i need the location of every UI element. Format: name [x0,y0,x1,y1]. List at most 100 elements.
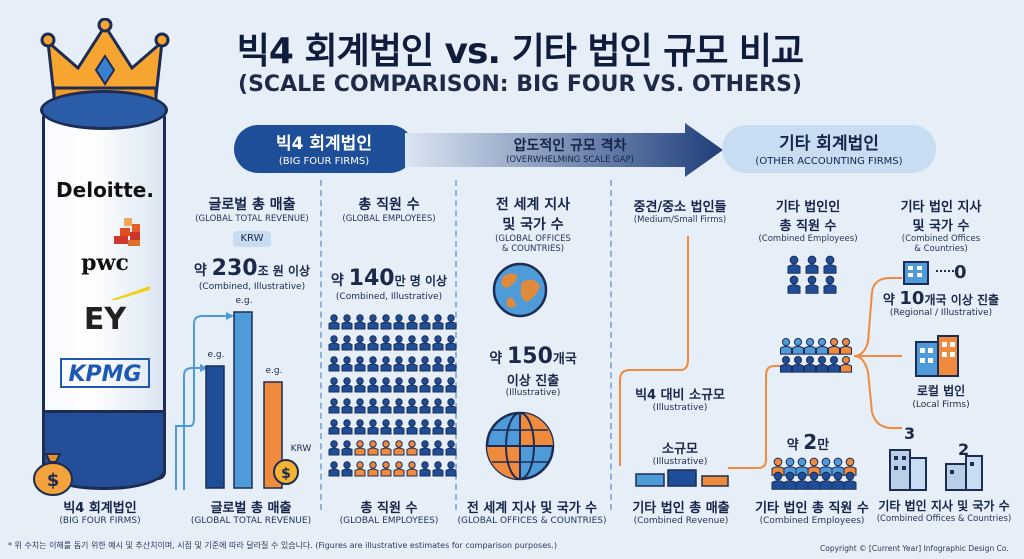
person-icon [341,461,353,477]
mid-firms-connectors [619,236,782,487]
currency-badge: KRW [233,231,271,247]
person-icon [328,314,340,330]
person-icon [432,419,444,435]
person-icon [393,377,405,393]
bottom-label-employees: 총 직원 수 (GLOBAL EMPLOYEES) [339,501,439,526]
person-icon [432,440,444,456]
person-icon [445,461,457,477]
eg-label: e.g. [265,366,283,376]
dotted-line [936,270,954,272]
copyright: Copyright © [Current Year] Infographic D… [820,544,1009,553]
globe-icon [492,262,548,318]
person-icon [328,377,340,393]
person-icon [406,335,418,351]
reach-value: 약 10개국 이상 진출 [882,288,1000,309]
other-offices-header: 기타 법인 지사 및 국가 수 (Combined Offices & Coun… [900,200,982,254]
person-icon [432,398,444,414]
person-icon [419,377,431,393]
person-icon [380,377,392,393]
person-icon [432,314,444,330]
person-icon [328,356,340,372]
person-icon [380,356,392,372]
person-icon [445,377,457,393]
offices-header: 전 세계 지사 및 국가 수 (GLOBAL OFFICES & COUNTRI… [495,197,571,254]
offices-value: 약 150개국 [489,344,577,369]
bottom-label-revenue: 글로벌 총 매출 (GLOBAL TOTAL REVENUE) [190,501,312,526]
person-icon [393,461,405,477]
offices-note: (Illustrative) [505,388,561,398]
person-icon [328,335,340,351]
bottom-label-big-four: 빅4 회계법인 (BIG FOUR FIRMS) [59,501,141,526]
logo-pwc: pwc [81,250,129,276]
person-icon [354,419,366,435]
people-cluster-icon [780,337,852,373]
person-icon [367,314,379,330]
bottom-label-other-employees: 기타 법인 총 직원 수 (Combined Employees) [755,501,869,526]
person-icon [367,356,379,372]
person-icon [328,440,340,456]
person-icon [354,335,366,351]
person-icon [341,398,353,414]
revenue-bars: $ [175,311,299,490]
big-four-pillar: Deloitte. pwc EY KPMG [40,90,170,490]
svg-text:$: $ [47,470,60,491]
person-icon [380,461,392,477]
compare-label: 빅4 대비 소규모 [635,388,725,403]
person-icon [419,398,431,414]
person-icon [406,398,418,414]
person-icon [380,419,392,435]
person-icon [419,335,431,351]
zero-count: 0 [954,262,967,283]
person-icon [328,461,340,477]
bottom-label-other-revenue: 기타 법인 총 매출 (Combined Revenue) [632,501,730,526]
person-icon [380,335,392,351]
scale-gap-arrow [405,123,723,177]
person-icon [406,356,418,372]
person-icon [419,314,431,330]
person-icon [367,398,379,414]
eg-label: e.g. [235,296,253,306]
banner-big-four: 빅4 회계법인 (BIG FOUR FIRMS) [234,125,414,173]
person-icon [341,335,353,351]
person-icon [354,461,366,477]
person-icon [432,377,444,393]
divider [610,180,612,510]
ey-beam-icon [110,286,150,300]
person-icon [354,398,366,414]
person-icon [328,398,340,414]
office-building-icon [903,261,929,285]
person-icon [367,335,379,351]
person-icon [367,440,379,456]
bottom-label-offices: 전 세계 지사 및 국가 수 (GLOBAL OFFICES & COUNTRIE… [457,501,607,526]
revenue-value: 약 230조 원 이상 [193,256,311,281]
person-icon [445,440,457,456]
small-label: 소규모 [662,442,698,457]
person-icon [328,419,340,435]
person-icon [380,314,392,330]
person-icon [419,461,431,477]
person-icon [445,419,457,435]
person-icon [432,335,444,351]
person-icon [380,440,392,456]
svg-text:$: $ [281,466,291,482]
divider [320,180,322,510]
person-icon [393,440,405,456]
person-icon [406,440,418,456]
person-icon [354,377,366,393]
footnote: * 위 수치는 이해를 돕기 위한 예시 및 추산치이며, 시점 및 기준에 따… [8,541,557,550]
employees-note: (Combined, Illustrative) [335,292,443,302]
page-title: 빅4 회계법인 vs. 기타 법인 규모 비교 [236,31,804,72]
person-icon [380,398,392,414]
person-icon [341,314,353,330]
logo-ey: EY [83,302,127,337]
scale-gap-label: 압도적인 규모 격차 (OVERWHELMING SCALE GAP) [506,138,634,165]
person-icon [393,335,405,351]
person-icon [341,356,353,372]
person-icon [445,314,457,330]
person-icon [445,398,457,414]
person-icon [341,440,353,456]
person-icon [432,461,444,477]
person-icon [367,419,379,435]
employees-value: 약 140만 명 이상 [330,266,448,291]
reach-sub: (Regional / Illustrative) [889,308,993,318]
